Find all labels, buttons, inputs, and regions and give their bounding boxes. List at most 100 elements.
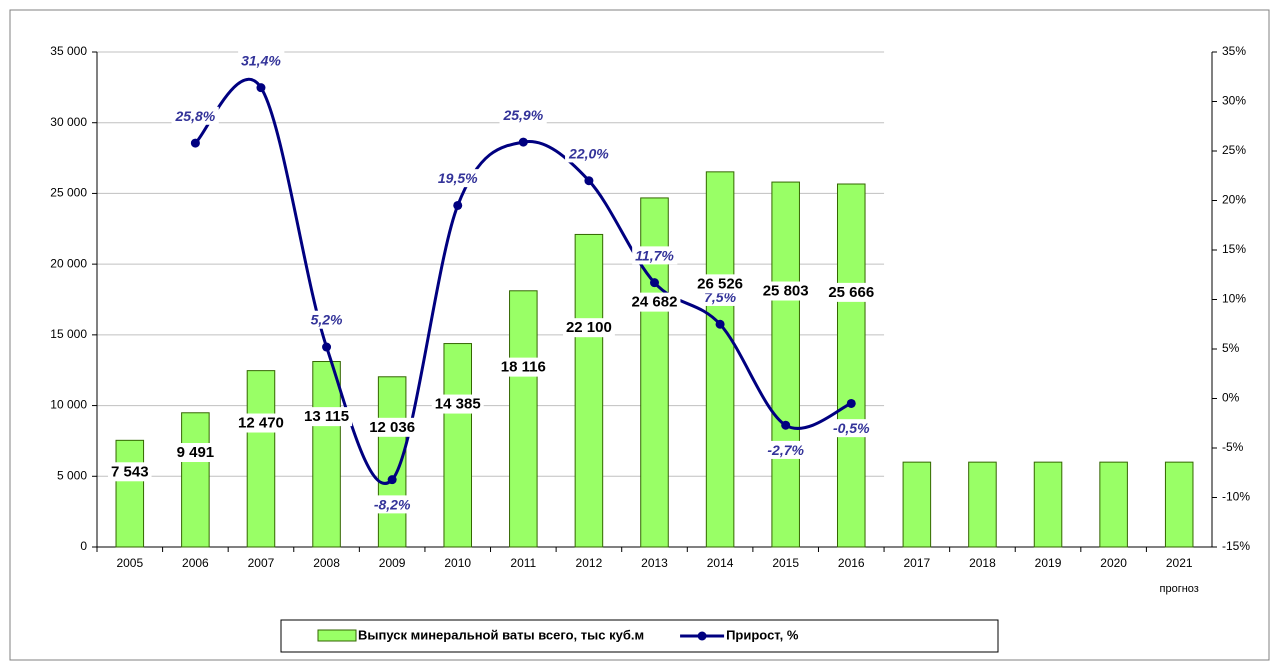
x-tick-label: 2010 bbox=[444, 556, 471, 570]
bar-value-label: 12 036 bbox=[369, 419, 415, 436]
y-tick-label: 0 bbox=[80, 539, 87, 553]
bar bbox=[1033, 461, 1063, 548]
line-value-label: -0,5% bbox=[833, 420, 870, 436]
y2-tick-label: 20% bbox=[1222, 193, 1246, 207]
label-box bbox=[759, 281, 812, 301]
line-value-label: 11,7% bbox=[635, 247, 674, 263]
growth-marker bbox=[650, 278, 659, 288]
bar bbox=[574, 233, 604, 548]
label-box bbox=[632, 246, 678, 265]
label-box bbox=[108, 462, 152, 482]
bar bbox=[246, 370, 276, 548]
label-box bbox=[370, 495, 414, 514]
legend-label: Прирост, % bbox=[726, 627, 799, 642]
y2-tick-label: -15% bbox=[1222, 539, 1250, 553]
growth-marker bbox=[322, 342, 332, 352]
bar-value-label: 9 491 bbox=[177, 444, 215, 461]
label-box bbox=[562, 318, 615, 338]
legend-swatch bbox=[317, 629, 357, 642]
bar-value-label: 7 543 bbox=[111, 463, 149, 480]
legend-label: Выпуск минеральной ваты всего, тыс куб.м bbox=[358, 627, 644, 642]
line-value-label: -2,7% bbox=[767, 442, 804, 458]
x-tick-label: 2013 bbox=[641, 556, 668, 570]
bar-value-label: 24 682 bbox=[632, 294, 678, 311]
bar-value-label: 18 116 bbox=[501, 359, 546, 376]
growth-marker bbox=[256, 83, 266, 93]
y-tick-label: 20 000 bbox=[50, 256, 87, 270]
bar-value-label: 26 526 bbox=[697, 275, 743, 292]
x-tick-label: 2007 bbox=[248, 556, 275, 570]
y2-tick-label: 25% bbox=[1222, 143, 1246, 157]
forecast-note: прогноз bbox=[1160, 583, 1199, 595]
line-value-label: 19,5% bbox=[438, 170, 478, 186]
x-tick-label: 2006 bbox=[182, 556, 209, 570]
line-value-label: -8,2% bbox=[374, 496, 411, 512]
x-tick-label: 2008 bbox=[313, 556, 340, 570]
bar bbox=[771, 181, 800, 548]
x-tick-label: 2011 bbox=[510, 556, 536, 570]
bar-value-label: 25 666 bbox=[828, 284, 874, 301]
growth-marker bbox=[518, 137, 528, 147]
bar bbox=[836, 183, 866, 548]
bar bbox=[1164, 461, 1194, 548]
label-box bbox=[434, 169, 482, 188]
label-box bbox=[307, 310, 347, 329]
label-box bbox=[431, 394, 484, 414]
x-tick-label: 2021 bbox=[1166, 556, 1193, 570]
label-box bbox=[238, 51, 285, 70]
line-value-label: 5,2% bbox=[311, 312, 343, 328]
y-tick-label: 5 000 bbox=[57, 468, 87, 482]
legend-marker bbox=[697, 631, 707, 641]
growth-marker bbox=[846, 398, 856, 408]
label-box bbox=[829, 419, 874, 438]
bar bbox=[115, 439, 145, 548]
bar-value-label: 12 470 bbox=[238, 415, 284, 432]
bar bbox=[902, 461, 932, 548]
label-box bbox=[497, 357, 549, 377]
label-box bbox=[628, 292, 681, 312]
y2-tick-label: -5% bbox=[1222, 440, 1244, 454]
x-tick-label: 2009 bbox=[379, 556, 406, 570]
y2-tick-label: 35% bbox=[1222, 44, 1246, 58]
y-tick-label: 35 000 bbox=[50, 44, 87, 58]
growth-line bbox=[194, 77, 852, 485]
line-value-label: 22,0% bbox=[568, 145, 609, 161]
bar bbox=[968, 461, 997, 548]
growth-marker bbox=[387, 475, 397, 485]
growth-marker bbox=[715, 319, 725, 329]
growth-marker bbox=[781, 420, 791, 430]
bar bbox=[509, 290, 538, 548]
line-value-label: 25,9% bbox=[502, 107, 543, 123]
bar-value-label: 22 100 bbox=[566, 319, 612, 336]
label-box bbox=[171, 106, 219, 125]
bar bbox=[443, 343, 473, 548]
line-value-label: 25,8% bbox=[175, 108, 216, 124]
x-tick-label: 2005 bbox=[116, 556, 143, 570]
bar-value-label: 25 803 bbox=[763, 283, 809, 300]
bar bbox=[181, 412, 210, 548]
bar-value-label: 14 385 bbox=[435, 396, 481, 413]
bar bbox=[705, 171, 735, 548]
x-tick-label: 2015 bbox=[772, 556, 799, 570]
y2-tick-label: 30% bbox=[1222, 94, 1246, 108]
y2-tick-label: -10% bbox=[1222, 490, 1250, 504]
label-box bbox=[825, 282, 878, 302]
label-box bbox=[366, 417, 419, 437]
bar-value-label: 13 115 bbox=[304, 408, 349, 425]
y2-tick-label: 5% bbox=[1222, 341, 1240, 355]
y-tick-label: 10 000 bbox=[50, 398, 87, 412]
label-box bbox=[565, 144, 613, 163]
y2-tick-label: 10% bbox=[1222, 292, 1246, 306]
y-tick-label: 30 000 bbox=[50, 115, 87, 129]
y2-tick-label: 0% bbox=[1222, 391, 1240, 405]
y-tick-label: 15 000 bbox=[50, 327, 87, 341]
x-tick-label: 2017 bbox=[904, 556, 931, 570]
label-box bbox=[235, 413, 287, 433]
y-tick-label: 25 000 bbox=[50, 186, 87, 200]
label-box bbox=[173, 443, 218, 463]
x-tick-label: 2016 bbox=[838, 556, 865, 570]
label-box bbox=[499, 105, 547, 124]
label-box bbox=[694, 274, 747, 294]
line-value-label: 31,4% bbox=[241, 52, 281, 68]
